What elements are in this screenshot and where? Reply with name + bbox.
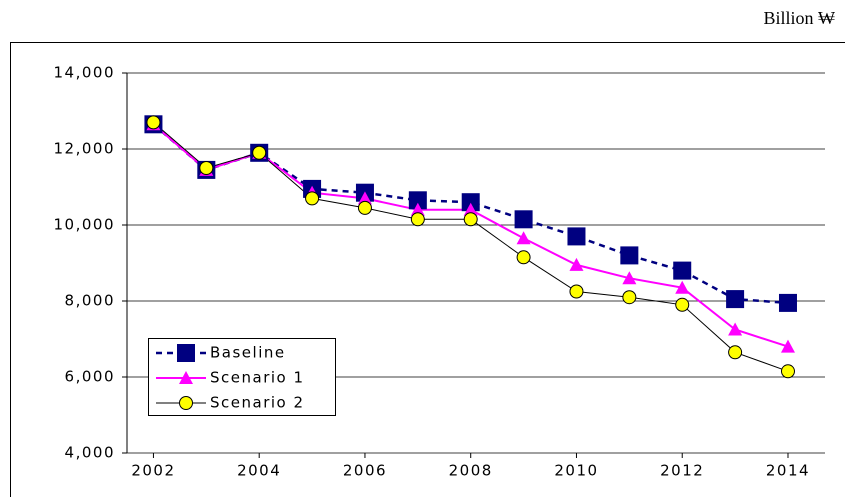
marker — [357, 200, 372, 215]
marker — [252, 145, 267, 160]
x-tick-label: 2004 — [237, 462, 281, 480]
y-tick-label: 12,000 — [54, 140, 116, 158]
marker — [780, 364, 795, 379]
legend-label: Baseline — [210, 344, 286, 362]
y-tick-label: 14,000 — [54, 64, 116, 82]
legend-label: Scenario 1 — [210, 369, 305, 387]
series-line — [153, 122, 789, 372]
marker — [778, 293, 797, 312]
marker — [673, 261, 692, 280]
marker — [463, 212, 478, 227]
marker — [780, 339, 795, 353]
marker — [461, 193, 480, 212]
marker — [569, 284, 584, 299]
marker — [179, 396, 193, 410]
y-tick-label: 6,000 — [65, 368, 115, 386]
marker — [622, 271, 637, 285]
legend: Baseline Scenario 1 Scenario 2 — [148, 338, 336, 416]
marker — [514, 210, 533, 229]
marker — [516, 250, 531, 265]
y-tick-label: 8,000 — [65, 292, 115, 310]
marker — [567, 227, 586, 246]
x-tick-label: 2006 — [343, 462, 387, 480]
marker — [728, 322, 743, 336]
marker — [675, 280, 690, 294]
series-line — [152, 123, 789, 348]
y-tick-label: 4,000 — [65, 444, 115, 462]
marker — [146, 115, 161, 130]
x-tick-label: 2012 — [660, 462, 704, 480]
marker — [179, 371, 193, 384]
marker — [408, 191, 427, 210]
marker — [569, 257, 584, 271]
marker — [177, 344, 195, 362]
marker — [675, 297, 690, 312]
marker — [410, 212, 425, 227]
marker — [622, 290, 637, 305]
marker — [199, 161, 214, 175]
unit-annotation: Billion ₩ — [764, 8, 836, 28]
marker — [726, 290, 745, 309]
chart-frame — [10, 42, 845, 497]
marker — [463, 202, 478, 216]
x-tick-label: 2002 — [131, 462, 175, 480]
marker — [620, 246, 639, 265]
y-tick-label: 10,000 — [54, 216, 116, 234]
legend-label: Scenario 2 — [210, 394, 305, 412]
marker — [305, 191, 320, 206]
x-tick-label: 2010 — [554, 462, 598, 480]
x-tick-label: 2014 — [766, 462, 810, 480]
marker — [728, 345, 743, 360]
x-tick-label: 2008 — [449, 462, 493, 480]
marker — [516, 231, 531, 245]
marker — [410, 202, 425, 216]
marker — [357, 191, 372, 205]
